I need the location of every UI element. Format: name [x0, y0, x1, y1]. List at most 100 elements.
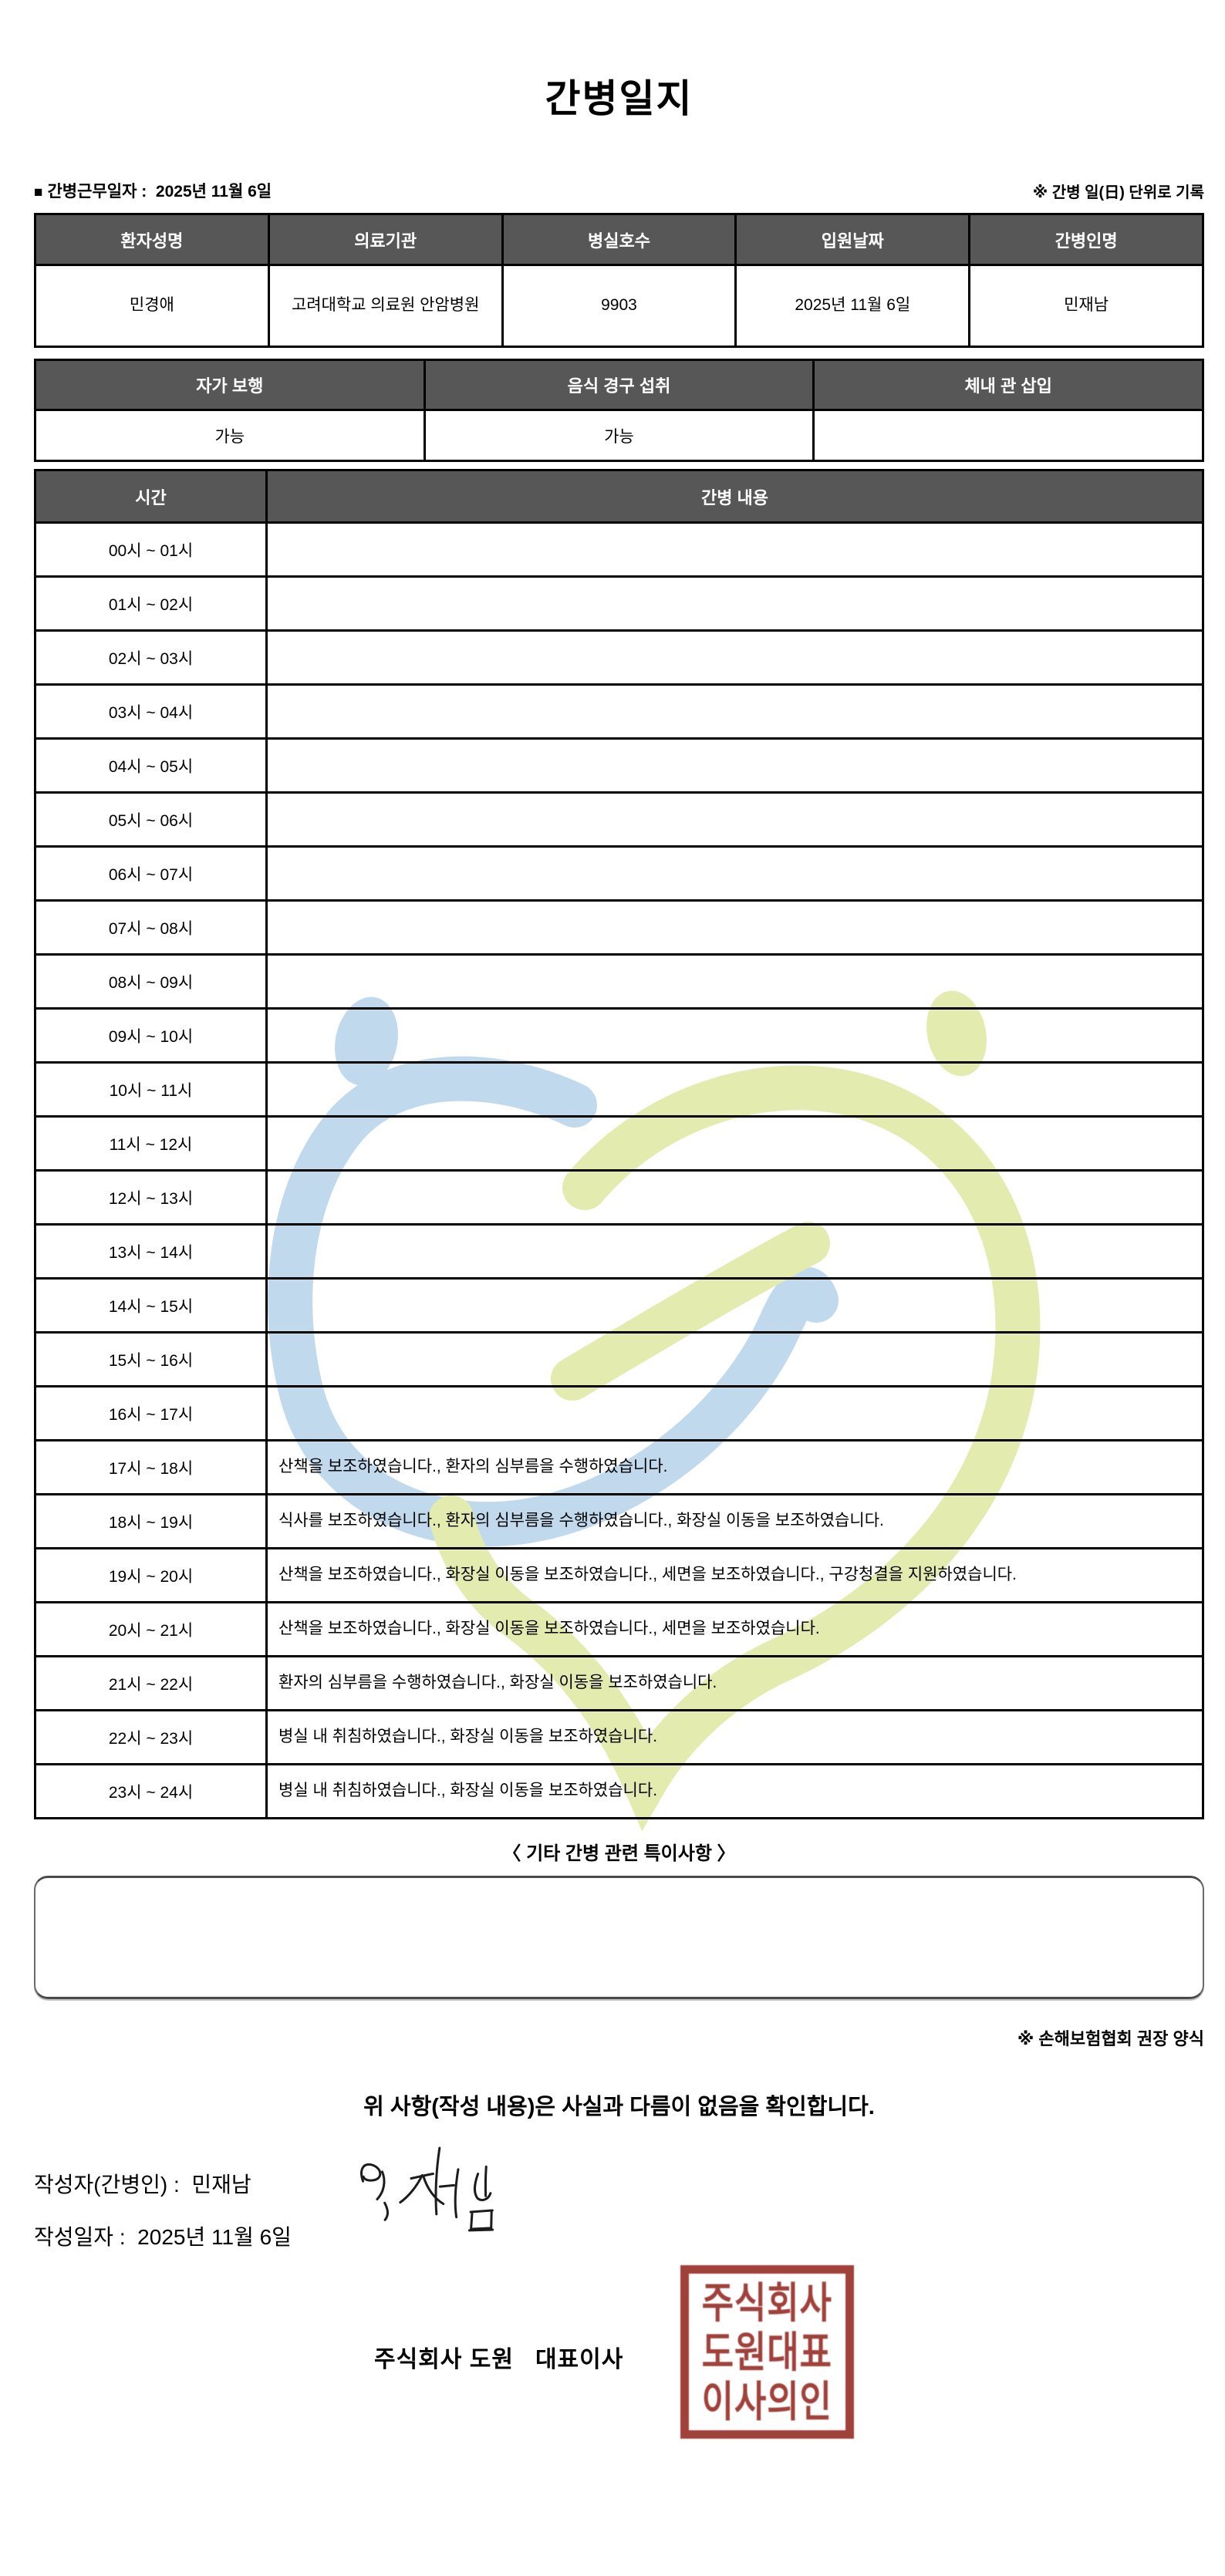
- confirmation-statement: 위 사항(작성 내용)은 사실과 다름이 없음을 확인합니다.: [363, 2095, 875, 2119]
- care-time-cell: 05시 ~ 06시: [34, 791, 268, 848]
- care-content-cell: [265, 1277, 1204, 1334]
- care-log-row-12: 12시 ~ 13시: [34, 1169, 1204, 1226]
- notes-textarea[interactable]: [34, 1876, 1204, 1999]
- care-content-cell: [265, 683, 1204, 740]
- care-content-cell: 병실 내 취침하였습니다., 화장실 이동을 보조하였습니다.: [265, 1709, 1204, 1765]
- care-log-row-0: 00시 ~ 01시: [34, 521, 1204, 578]
- care-time-cell: 14시 ~ 15시: [34, 1277, 268, 1334]
- care-log-row-23: 23시 ~ 24시 병실 내 취침하였습니다., 화장실 이동을 보조하였습니다.: [34, 1763, 1204, 1819]
- care-content-cell: 식사를 보조하였습니다., 환자의 심부름을 수행하였습니다., 화장실 이동을…: [265, 1493, 1204, 1549]
- care-time-cell: 15시 ~ 16시: [34, 1331, 268, 1387]
- care-content-cell: 환자의 심부름을 수행하였습니다., 화장실 이동을 보조하였습니다.: [265, 1655, 1204, 1711]
- content-column-header: 간병 내용: [265, 469, 1204, 524]
- care-log-row-16: 16시 ~ 17시: [34, 1385, 1204, 1441]
- written-date-label: 작성일자 :: [34, 2225, 126, 2249]
- status-header-1: 음식 경구 섭취: [423, 359, 815, 411]
- care-time-cell: 18시 ~ 19시: [34, 1493, 268, 1549]
- care-time-cell: 20시 ~ 21시: [34, 1601, 268, 1657]
- care-journal-document: 간병일지 ■ 간병근무일자 : 2025년 11월 6일 ※ 간병 일(日) 단위…: [0, 68, 1225, 2493]
- care-log-row-11: 11시 ~ 12시: [34, 1115, 1204, 1172]
- writer-line: 작성자(간병인) : 민재남: [34, 2146, 1204, 2232]
- page-title: 간병일지: [545, 77, 693, 120]
- care-content-cell: [265, 1007, 1204, 1064]
- writer-name: 민재남: [191, 2173, 251, 2197]
- care-log-row-3: 03시 ~ 04시: [34, 683, 1204, 740]
- written-date-line: 작성일자 : 2025년 11월 6일: [34, 2220, 1204, 2255]
- care-log-row-2: 02시 ~ 03시: [34, 629, 1204, 686]
- care-content-cell: 산책을 보조하였습니다., 화장실 이동을 보조하였습니다., 세면을 보조하였…: [265, 1547, 1204, 1603]
- care-time-cell: 23시 ~ 24시: [34, 1763, 268, 1819]
- care-time-cell: 08시 ~ 09시: [34, 953, 268, 1010]
- care-log-row-5: 05시 ~ 06시: [34, 791, 1204, 848]
- care-log-row-1: 01시 ~ 02시: [34, 575, 1204, 632]
- patient-status-header-row: 자가 보행 음식 경구 섭취 체내 관 삽입: [34, 359, 1204, 411]
- care-content-cell: 병실 내 취침하였습니다., 화장실 이동을 보조하였습니다.: [265, 1763, 1204, 1819]
- care-time-cell: 10시 ~ 11시: [34, 1061, 268, 1118]
- care-log-row-8: 08시 ~ 09시: [34, 953, 1204, 1010]
- info-value-3: 2025년 11월 6일: [734, 264, 971, 348]
- care-log-row-17: 17시 ~ 18시 산책을 보조하였습니다., 환자의 심부름을 수행하였습니다.: [34, 1439, 1204, 1495]
- status-header-2: 체내 관 삽입: [812, 359, 1204, 411]
- status-value-2: [812, 409, 1204, 462]
- care-log-table: 시간 간병 내용 00시 ~ 01시 01시 ~ 02시 02시 ~ 03시 03시 …: [34, 469, 1204, 1819]
- care-content-cell: [265, 1385, 1204, 1441]
- care-log-row-19: 19시 ~ 20시 산책을 보조하였습니다., 화장실 이동을 보조하였습니다.,…: [34, 1547, 1204, 1603]
- care-content-cell: [265, 953, 1204, 1010]
- care-log-header-row: 시간 간병 내용: [34, 469, 1204, 524]
- status-value-0: 가능: [34, 409, 426, 462]
- care-content-cell: [265, 791, 1204, 848]
- care-time-cell: 17시 ~ 18시: [34, 1439, 268, 1495]
- care-content-cell: [265, 1061, 1204, 1118]
- info-header-3: 입원날짜: [734, 213, 971, 266]
- care-time-cell: 12시 ~ 13시: [34, 1169, 268, 1226]
- care-content-cell: 산책을 보조하였습니다., 화장실 이동을 보조하였습니다., 세면을 보조하였…: [265, 1601, 1204, 1657]
- care-time-cell: 07시 ~ 08시: [34, 899, 268, 956]
- company-ceo-line: 주식회사 도원 대표이사: [374, 2347, 624, 2372]
- care-content-cell: [265, 575, 1204, 632]
- info-value-2: 9903: [501, 264, 737, 348]
- care-time-cell: 04시 ~ 05시: [34, 737, 268, 794]
- care-log-row-20: 20시 ~ 21시 산책을 보조하였습니다., 화장실 이동을 보조하였습니다.,…: [34, 1601, 1204, 1657]
- patient-status-table: 자가 보행 음식 경구 섭취 체내 관 삽입 가능 가능: [34, 359, 1204, 462]
- status-header-0: 자가 보행: [34, 359, 426, 411]
- info-value-0: 민경애: [34, 264, 270, 348]
- care-content-cell: [265, 1331, 1204, 1387]
- status-value-1: 가능: [423, 409, 815, 462]
- time-column-header: 시간: [34, 469, 268, 524]
- work-date-label: 간병근무일자 :: [47, 183, 147, 201]
- care-time-cell: 02시 ~ 03시: [34, 629, 268, 686]
- patient-info-table: 환자성명 의료기관 병실호수 입원날짜 간병인명 민경애 고려대학교 의료원 안암병원 99…: [34, 213, 1204, 348]
- care-content-cell: [265, 737, 1204, 794]
- care-time-cell: 06시 ~ 07시: [34, 845, 268, 902]
- company-signature-block: 주식회사 도원 대표이사 주식회사 도원대표 이사의인: [34, 2261, 1204, 2493]
- care-log-row-22: 22시 ~ 23시 병실 내 취침하였습니다., 화장실 이동을 보조하였습니다.: [34, 1709, 1204, 1765]
- care-time-cell: 09시 ~ 10시: [34, 1007, 268, 1064]
- notes-section-title: 〈 기타 간병 관련 특이사항 〉: [502, 1843, 736, 1864]
- care-log-row-9: 09시 ~ 10시: [34, 1007, 1204, 1064]
- info-value-4: 민재남: [968, 264, 1204, 348]
- care-time-cell: 03시 ~ 04시: [34, 683, 268, 740]
- care-log-row-15: 15시 ~ 16시: [34, 1331, 1204, 1387]
- written-date-value: 2025년 11월 6일: [137, 2225, 292, 2249]
- form-recommendation-note: ※ 손해보험협회 권장 양식: [1017, 2029, 1204, 2048]
- care-content-cell: [265, 899, 1204, 956]
- care-time-cell: 21시 ~ 22시: [34, 1655, 268, 1711]
- care-log-row-14: 14시 ~ 15시: [34, 1277, 1204, 1334]
- care-log-row-10: 10시 ~ 11시: [34, 1061, 1204, 1118]
- care-log-row-6: 06시 ~ 07시: [34, 845, 1204, 902]
- care-time-cell: 01시 ~ 02시: [34, 575, 268, 632]
- care-log-row-7: 07시 ~ 08시: [34, 899, 1204, 956]
- unit-note: ※ 간병 일(日) 단위로 기록: [1032, 184, 1204, 201]
- care-content-cell: [265, 521, 1204, 578]
- meta-row: ■ 간병근무일자 : 2025년 11월 6일 ※ 간병 일(日) 단위로 기록: [34, 179, 1204, 202]
- info-header-1: 의료기관: [267, 213, 504, 266]
- handwritten-signature: [360, 2146, 494, 2232]
- patient-status-value-row: 가능 가능: [34, 409, 1204, 462]
- info-header-2: 병실호수: [501, 213, 737, 266]
- care-time-cell: 16시 ~ 17시: [34, 1385, 268, 1441]
- care-log-row-21: 21시 ~ 22시 환자의 심부름을 수행하였습니다., 화장실 이동을 보조하였…: [34, 1655, 1204, 1711]
- care-time-cell: 19시 ~ 20시: [34, 1547, 268, 1603]
- corporate-seal-stamp: 주식회사 도원대표 이사의인: [680, 2265, 854, 2439]
- info-header-4: 간병인명: [968, 213, 1204, 266]
- care-log-row-4: 04시 ~ 05시: [34, 737, 1204, 794]
